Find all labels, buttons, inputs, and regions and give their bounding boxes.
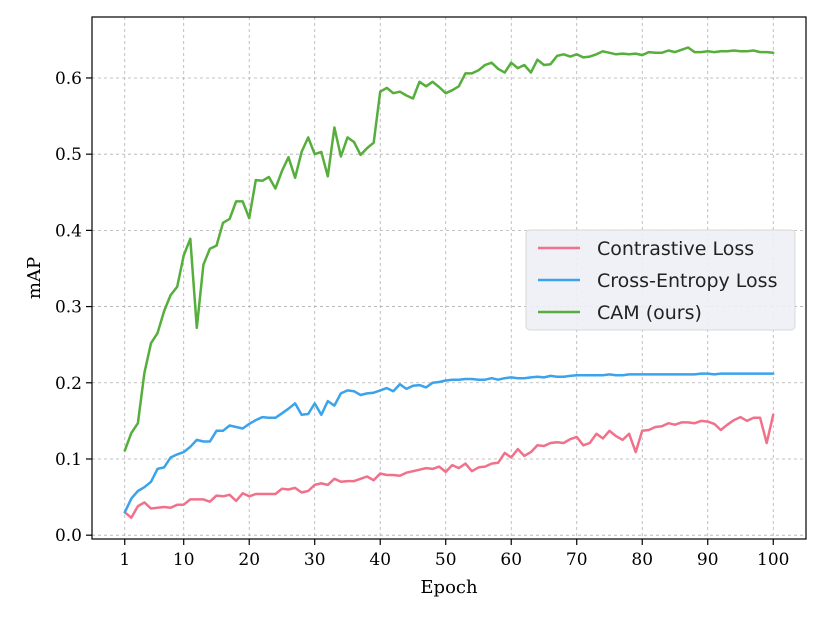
x-tick-label: 60 xyxy=(500,550,522,570)
y-tick-label: 0.1 xyxy=(55,450,82,470)
legend: Contrastive Loss Cross-Entropy Loss CAM (o… xyxy=(525,229,796,331)
legend-box xyxy=(525,229,796,331)
x-tick-label: 40 xyxy=(369,550,391,570)
y-tick-label: 0.4 xyxy=(55,221,82,241)
series-lines xyxy=(123,46,775,519)
y-tick-label: 0.2 xyxy=(55,374,82,394)
legend-label: Contrastive Loss xyxy=(597,238,754,260)
legend-label: Cross-Entropy Loss xyxy=(597,270,777,292)
plot-frame xyxy=(91,16,807,540)
x-tick-label: 20 xyxy=(238,550,260,570)
axis-ticks: 1 10 20 30 40 50 60 70 80 90 100 0.0 0.1 0.2 0.3 0.4 0.5… xyxy=(55,69,790,570)
series-line-contrastive-loss xyxy=(123,413,775,519)
x-tick-label: 70 xyxy=(566,550,588,570)
x-tick-label: 80 xyxy=(631,550,653,570)
legend-label: CAM (ours) xyxy=(597,302,702,324)
x-axis-label: Epoch xyxy=(420,577,478,598)
x-tick-label: 1 xyxy=(119,550,130,570)
x-tick-label: 50 xyxy=(435,550,457,570)
x-tick-label: 90 xyxy=(697,550,719,570)
y-tick-label: 0.6 xyxy=(55,69,82,89)
series-line-cross-entropy-loss xyxy=(123,372,775,514)
x-tick-label: 10 xyxy=(173,550,195,570)
y-tick-label: 0.0 xyxy=(55,526,82,546)
y-axis-label: mAP xyxy=(24,257,45,299)
series-line-cam-ours xyxy=(123,46,775,452)
y-tick-label: 0.3 xyxy=(55,298,82,318)
x-tick-label: 30 xyxy=(304,550,326,570)
x-tick-label: 100 xyxy=(757,550,789,570)
y-tick-label: 0.5 xyxy=(55,145,82,165)
